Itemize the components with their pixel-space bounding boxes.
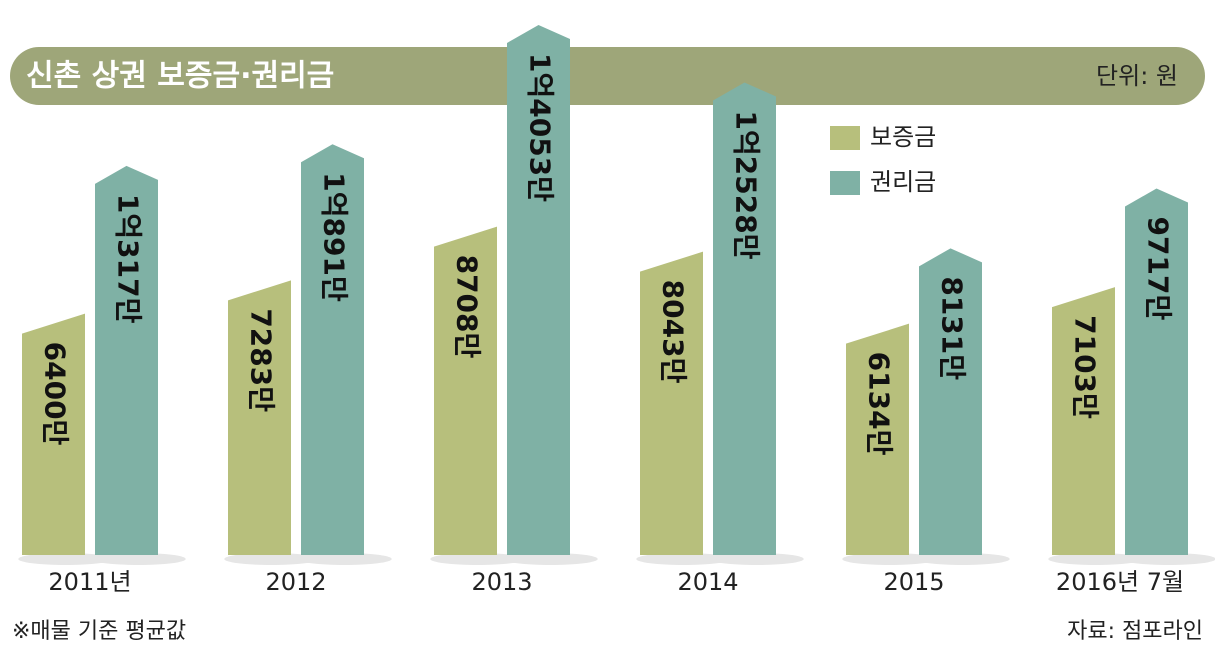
bar-shadow bbox=[224, 553, 319, 565]
legend-label: 권리금 bbox=[870, 168, 936, 196]
bar bbox=[846, 323, 909, 555]
value-label: 9717만 bbox=[1142, 217, 1175, 321]
value-label: 6134만 bbox=[863, 352, 896, 456]
chart-title: 신촌 상권 보증금·권리금 bbox=[26, 59, 334, 94]
bar bbox=[301, 144, 364, 556]
bar bbox=[22, 313, 85, 555]
value-label: 8043만 bbox=[657, 280, 690, 384]
bar bbox=[640, 251, 703, 556]
value-label: 1억317만 bbox=[112, 194, 145, 324]
x-tick-label: 2016년 7월 bbox=[1056, 568, 1184, 596]
bar-shadow bbox=[1121, 553, 1215, 565]
bar-shadow bbox=[18, 553, 113, 565]
source: 자료: 점포라인 bbox=[1067, 619, 1203, 644]
bar-shadow bbox=[915, 553, 1010, 565]
title-banner bbox=[10, 47, 1205, 105]
x-tick-label: 2011년 bbox=[48, 568, 131, 596]
bar bbox=[228, 280, 291, 555]
value-label: 1억2528만 bbox=[730, 111, 763, 260]
bar-shadow bbox=[842, 553, 937, 565]
bar bbox=[1052, 287, 1115, 555]
value-label: 8708만 bbox=[451, 255, 484, 359]
value-label: 1억4053만 bbox=[524, 53, 557, 202]
x-tick-label: 2014 bbox=[677, 568, 738, 596]
bar bbox=[95, 165, 158, 555]
note: ※매물 기준 평균값 bbox=[12, 619, 186, 644]
bar-shadow bbox=[297, 553, 392, 565]
bar-shadow bbox=[91, 553, 186, 565]
value-label: 6400만 bbox=[39, 342, 72, 446]
legend-label: 보증금 bbox=[870, 123, 936, 151]
bar-shadow bbox=[709, 553, 804, 565]
legend-swatch bbox=[830, 171, 860, 195]
x-tick-label: 2015 bbox=[883, 568, 944, 596]
bar bbox=[434, 226, 497, 555]
legend-swatch bbox=[830, 126, 860, 150]
bar-shadow bbox=[1048, 553, 1143, 565]
bar bbox=[1125, 188, 1188, 556]
unit-label: 단위: 원 bbox=[1096, 62, 1178, 90]
bar-shadow bbox=[503, 553, 598, 565]
bar-shadow bbox=[430, 553, 525, 565]
bar bbox=[713, 82, 776, 556]
value-label: 1억891만 bbox=[318, 172, 351, 302]
bar bbox=[919, 248, 982, 555]
bar-shadow bbox=[636, 553, 731, 565]
value-label: 8131만 bbox=[936, 276, 969, 380]
bar bbox=[507, 25, 570, 555]
value-label: 7283만 bbox=[245, 308, 278, 412]
value-label: 7103만 bbox=[1069, 315, 1102, 419]
x-tick-label: 2012 bbox=[265, 568, 326, 596]
x-tick-label: 2013 bbox=[471, 568, 532, 596]
bars: 6400만 1억317만 7283만 1억891만 8708만 1억4053만 8043만 1… bbox=[18, 25, 1215, 565]
